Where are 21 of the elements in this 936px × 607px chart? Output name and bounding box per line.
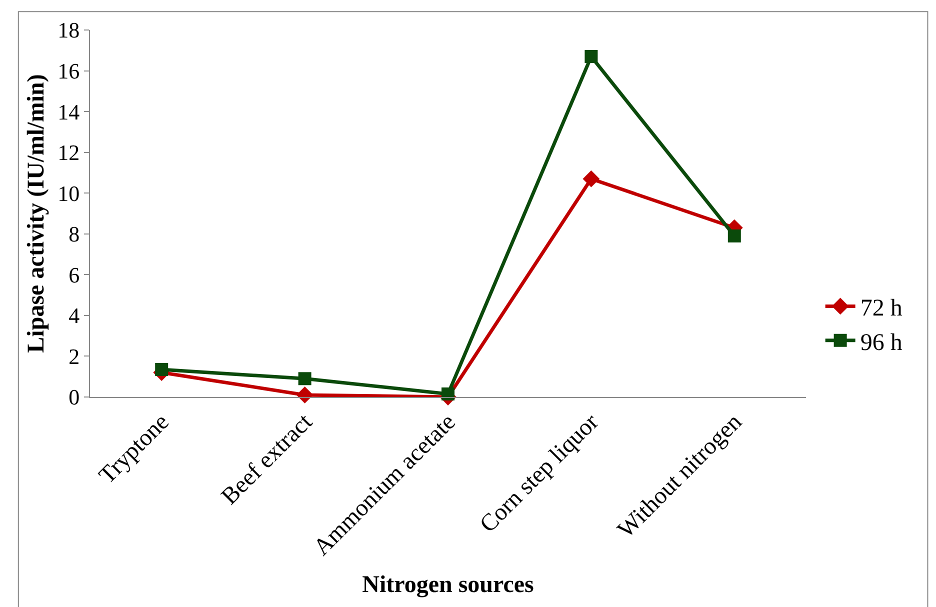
y-tick-label: 12 — [58, 140, 80, 166]
point — [728, 229, 741, 242]
y-axis-title: Lipase activity (IU/ml/min) — [24, 74, 50, 353]
point — [584, 50, 598, 64]
point — [155, 362, 168, 376]
legend-label: 96 h — [860, 330, 902, 356]
legend-label: 72 h — [860, 296, 902, 322]
y-tick-label: 16 — [58, 58, 80, 84]
point — [298, 372, 312, 386]
y-tick-label: 6 — [68, 262, 80, 288]
point — [442, 387, 454, 400]
y-tick-label: 8 — [68, 222, 80, 247]
y-tick-label: 2 — [68, 344, 80, 369]
y-tick-label: 0 — [68, 384, 80, 410]
point — [296, 386, 314, 404]
point — [582, 170, 600, 188]
y-tick-label: 4 — [68, 303, 80, 328]
y-tick-label: 10 — [58, 180, 80, 206]
y-tick-label: 18 — [58, 18, 80, 43]
y-tick-label: 14 — [58, 99, 80, 124]
x-axis-title: Nitrogen sources — [362, 572, 534, 598]
